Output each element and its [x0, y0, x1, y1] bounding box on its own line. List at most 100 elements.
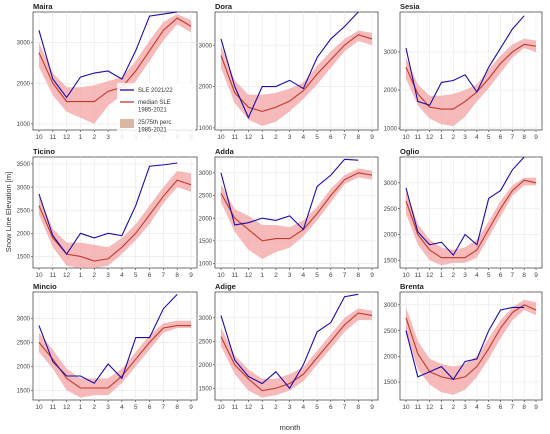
y-tick-label: 2500: [17, 208, 31, 214]
x-tick-label: 11: [414, 404, 421, 411]
band-25-75: [39, 14, 191, 124]
y-tick-label: 3000: [199, 171, 213, 177]
x-tick-label: 9: [370, 134, 374, 141]
plot-frame: [399, 11, 543, 131]
panel-title: Mincio: [33, 282, 57, 291]
band-25-75: [39, 320, 191, 398]
band-25-75: [221, 308, 372, 398]
x-tick-label: 10: [217, 404, 225, 411]
x-tick-label: 7: [162, 272, 166, 279]
x-tick-label: 6: [499, 404, 503, 411]
x-tick-label: 7: [511, 404, 515, 411]
y-tick-label: 2500: [384, 329, 398, 335]
y-tick-label: 1000: [199, 262, 213, 268]
y-tick-label: 2000: [384, 354, 398, 360]
legend-label: median SLE: [138, 100, 171, 106]
x-tick-label: 12: [245, 272, 253, 279]
legend-label: SLE 2021/22: [138, 88, 173, 94]
x-tick-label: 5: [487, 134, 491, 141]
x-tick-label: 5: [315, 272, 319, 279]
x-tick-label: 9: [189, 404, 193, 411]
y-tick-label: 3000: [384, 303, 398, 309]
x-tick-label: 9: [534, 404, 538, 411]
sle-2021-22-line: [220, 158, 359, 231]
x-tick-label: 5: [487, 272, 491, 279]
x-tick-label: 8: [522, 134, 526, 141]
x-tick-label: 7: [511, 272, 515, 279]
y-tick-label: 1500: [384, 258, 398, 264]
y-tick-label: 2000: [199, 85, 213, 91]
y-tick-label: 2000: [199, 216, 213, 222]
x-tick-label: 12: [63, 272, 71, 279]
x-tick-label: 9: [370, 272, 374, 279]
x-tick-label: 1: [260, 404, 264, 411]
median-line: [220, 312, 373, 392]
x-tick-label: 2: [274, 134, 278, 141]
x-tick-label: 4: [475, 134, 479, 141]
y-tick-label: 3000: [384, 50, 398, 56]
x-tick-label: 12: [426, 272, 434, 279]
sle-2021-22-line: [38, 294, 178, 384]
x-tick-label: 8: [175, 404, 179, 411]
y-tick-label: 2000: [384, 233, 398, 239]
x-tick-label: 11: [49, 404, 56, 411]
y-tick-label: 2500: [199, 194, 213, 200]
x-tick-label: 5: [315, 134, 319, 141]
x-tick-label: 8: [356, 272, 360, 279]
x-tick-label: 1: [260, 134, 264, 141]
x-tick-label: 8: [356, 134, 360, 141]
median-line: [220, 34, 373, 112]
panel-title: Brenta: [400, 282, 425, 291]
median-line: [38, 17, 192, 103]
y-tick-label: 1500: [199, 386, 213, 392]
x-tick-label: 3: [106, 404, 110, 411]
x-tick-label: 3: [288, 404, 292, 411]
x-tick-label: 3: [463, 272, 467, 279]
x-tick-label: 12: [245, 404, 253, 411]
x-tick-label: 7: [343, 134, 347, 141]
panel-title: Adda: [215, 147, 235, 156]
x-tick-label: 5: [134, 272, 138, 279]
x-tick-label: 5: [487, 404, 491, 411]
panel-maira: 100020003000101112123456789MairaSLE 2021…: [17, 2, 198, 147]
x-tick-label: 10: [217, 272, 225, 279]
sle-2021-22-line: [38, 162, 178, 256]
band-25-75: [39, 170, 191, 268]
x-tick-label: 12: [63, 404, 71, 411]
x-tick-label: 11: [231, 272, 238, 279]
x-tick-label: 6: [499, 272, 503, 279]
x-tick-label: 9: [534, 272, 538, 279]
x-tick-label: 2: [92, 134, 96, 141]
x-tick-label: 12: [63, 134, 71, 141]
y-tick-label: 3500: [17, 162, 31, 168]
x-tick-label: 7: [343, 404, 347, 411]
median-line: [405, 179, 537, 259]
x-tick-label: 2: [92, 404, 96, 411]
y-tick-label: 2000: [199, 363, 213, 369]
x-tick-label: 1: [440, 404, 444, 411]
y-tick-label: 3000: [199, 316, 213, 322]
y-tick-label: 3000: [17, 185, 31, 191]
x-tick-label: 3: [288, 134, 292, 141]
sle-2021-22-line: [405, 306, 525, 381]
x-tick-label: 9: [534, 134, 538, 141]
x-tick-label: 1: [260, 272, 264, 279]
legend-label: 1985-2021: [138, 108, 167, 114]
sle-2021-22-line: [405, 15, 525, 106]
x-tick-label: 2: [451, 272, 455, 279]
sle-2021-22-line: [38, 11, 178, 99]
x-tick-label: 4: [475, 404, 479, 411]
x-tick-label: 6: [148, 404, 152, 411]
panel-grid: 100020003000101112123456789MairaSLE 2021…: [17, 2, 543, 411]
x-tick-label: 10: [402, 404, 410, 411]
x-axis-label: month: [280, 423, 301, 432]
band-25-75: [221, 30, 372, 126]
x-tick-label: 6: [329, 272, 333, 279]
band-25-75: [406, 177, 536, 266]
x-tick-label: 2: [451, 404, 455, 411]
x-tick-label: 11: [414, 272, 421, 279]
x-tick-label: 2: [92, 272, 96, 279]
